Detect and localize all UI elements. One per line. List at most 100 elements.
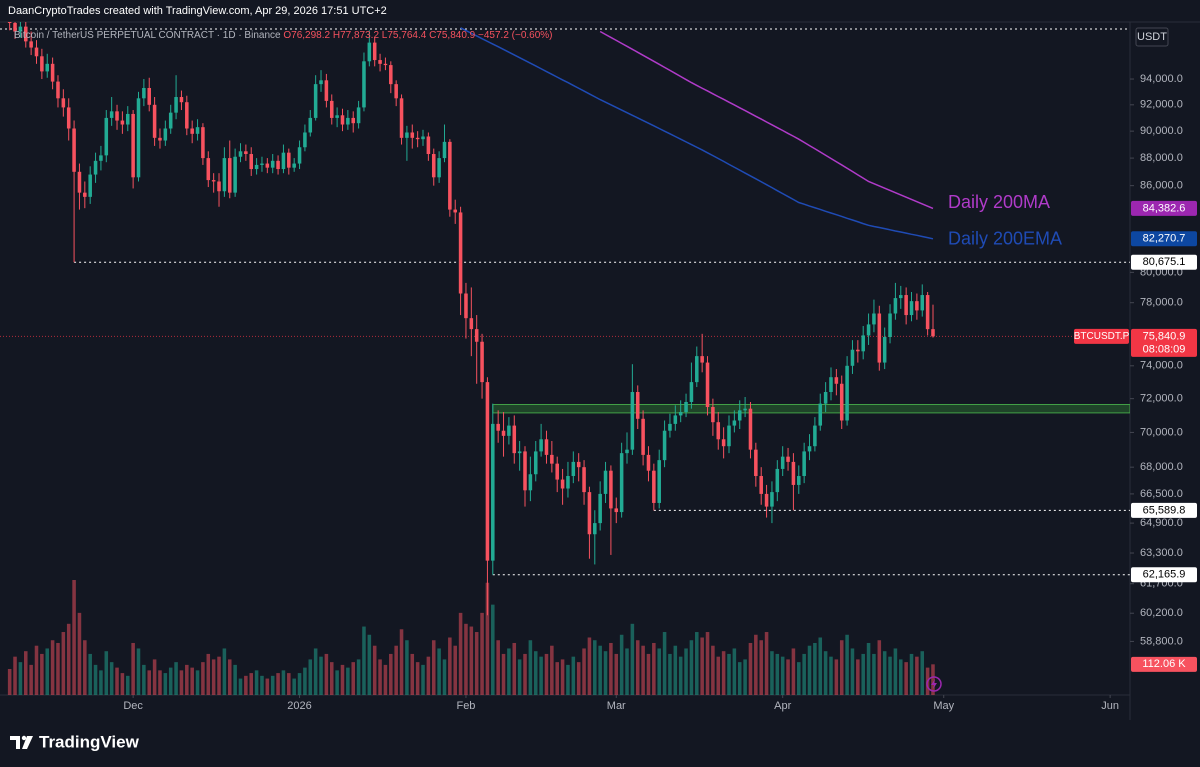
candle-body	[496, 423, 500, 431]
candle-body	[598, 493, 602, 524]
y-tick-label: 92,000.0	[1140, 99, 1183, 111]
candle-body	[861, 335, 865, 352]
volume-bar	[737, 662, 742, 695]
candle-body	[754, 449, 758, 477]
volume-bar	[512, 642, 517, 695]
volume-bar	[797, 662, 801, 695]
candle-body	[689, 382, 694, 402]
candle-body	[695, 356, 699, 383]
volume-bar	[29, 664, 33, 695]
candle-body	[448, 141, 452, 210]
volume-bar	[711, 645, 715, 695]
candle-body	[50, 63, 55, 82]
candle-body	[227, 158, 232, 193]
candle-body	[308, 117, 313, 133]
volume-bar	[201, 662, 205, 695]
candle-body	[93, 160, 98, 175]
candle-body	[872, 313, 876, 325]
candle-body	[18, 26, 23, 32]
volume-bar	[399, 629, 404, 695]
volume-bar	[152, 659, 157, 695]
y-tick-label: 64,900.0	[1140, 517, 1183, 529]
candle-body	[362, 61, 366, 108]
volume-bar	[206, 653, 211, 695]
candle-body	[168, 112, 173, 129]
candle-body	[83, 192, 87, 197]
y-tick-label: 94,000.0	[1140, 73, 1183, 85]
candle-body	[807, 446, 812, 452]
candle-body	[88, 174, 92, 197]
volume-bar	[850, 648, 855, 695]
ohlc-open: O76,298.2	[283, 30, 330, 41]
candle-body	[780, 456, 785, 469]
candle-body	[555, 463, 559, 480]
volume-bar	[179, 670, 184, 695]
candle-body	[147, 87, 152, 105]
candle-body	[528, 474, 533, 491]
candle-body	[174, 97, 178, 113]
volume-bar	[426, 656, 431, 695]
y-tick-label: 74,000.0	[1140, 360, 1183, 372]
volume-bar	[754, 634, 758, 695]
candle-body	[238, 151, 243, 157]
candle-body	[383, 63, 388, 66]
volume-bar	[410, 653, 415, 695]
volume-bar	[7, 668, 12, 695]
candle-body	[399, 98, 404, 138]
volume-bar	[899, 659, 903, 695]
candle-body	[507, 425, 511, 436]
candle-body	[158, 137, 162, 141]
volume-bar	[593, 640, 597, 695]
volume-bar	[276, 673, 280, 695]
candle-body	[45, 63, 50, 72]
candle-body	[431, 154, 436, 178]
candle-body	[394, 84, 398, 99]
candle-body	[485, 382, 490, 561]
alert-icon[interactable]	[926, 676, 942, 692]
candle-body	[40, 56, 44, 72]
candle-body	[313, 84, 318, 118]
candle-body	[721, 439, 726, 447]
volume-bar	[480, 612, 484, 695]
volume-bar	[845, 634, 849, 695]
volume-bar	[421, 664, 425, 695]
candle-body	[378, 60, 382, 64]
volume-bar	[695, 632, 699, 695]
candle-body	[652, 470, 656, 503]
volume-bar	[195, 670, 200, 695]
volume-bar	[888, 656, 892, 695]
candle-body	[743, 408, 747, 411]
candle-body	[56, 81, 60, 99]
volume-bar	[458, 612, 463, 695]
candle-body	[211, 180, 216, 182]
candle-body	[29, 41, 33, 48]
volume-bar	[625, 648, 629, 695]
volume-bar	[437, 648, 441, 695]
volume-bar	[61, 632, 66, 695]
volume-bar	[431, 640, 436, 695]
candle-body	[453, 209, 457, 213]
footer-brand: TradingView	[39, 732, 140, 751]
candle-body	[190, 128, 194, 134]
legend: Bitcoin / TetherUS PERPETUAL CONTRACT · …	[14, 30, 553, 41]
candle-body	[582, 467, 586, 493]
price-tag	[1131, 567, 1197, 583]
volume-bar	[233, 664, 237, 695]
candle-body	[614, 508, 619, 513]
volume-bar	[748, 642, 753, 695]
currency-box[interactable]	[1135, 27, 1169, 47]
x-tick-label: Feb	[456, 700, 475, 712]
candle-body	[802, 451, 806, 477]
candle-body	[104, 117, 109, 156]
candle-body	[909, 301, 914, 316]
candle-body	[415, 137, 420, 140]
volume-bar	[678, 656, 683, 695]
candle-body	[625, 449, 629, 454]
ohlc-low: L75,764.4	[382, 30, 427, 41]
volume-tag	[1131, 656, 1197, 672]
y-tick-label: 86,000.0	[1140, 180, 1183, 192]
plot-area	[0, 22, 1130, 695]
volume-bar	[104, 651, 109, 695]
support-zone	[492, 403, 1130, 414]
candle-body	[99, 155, 103, 161]
